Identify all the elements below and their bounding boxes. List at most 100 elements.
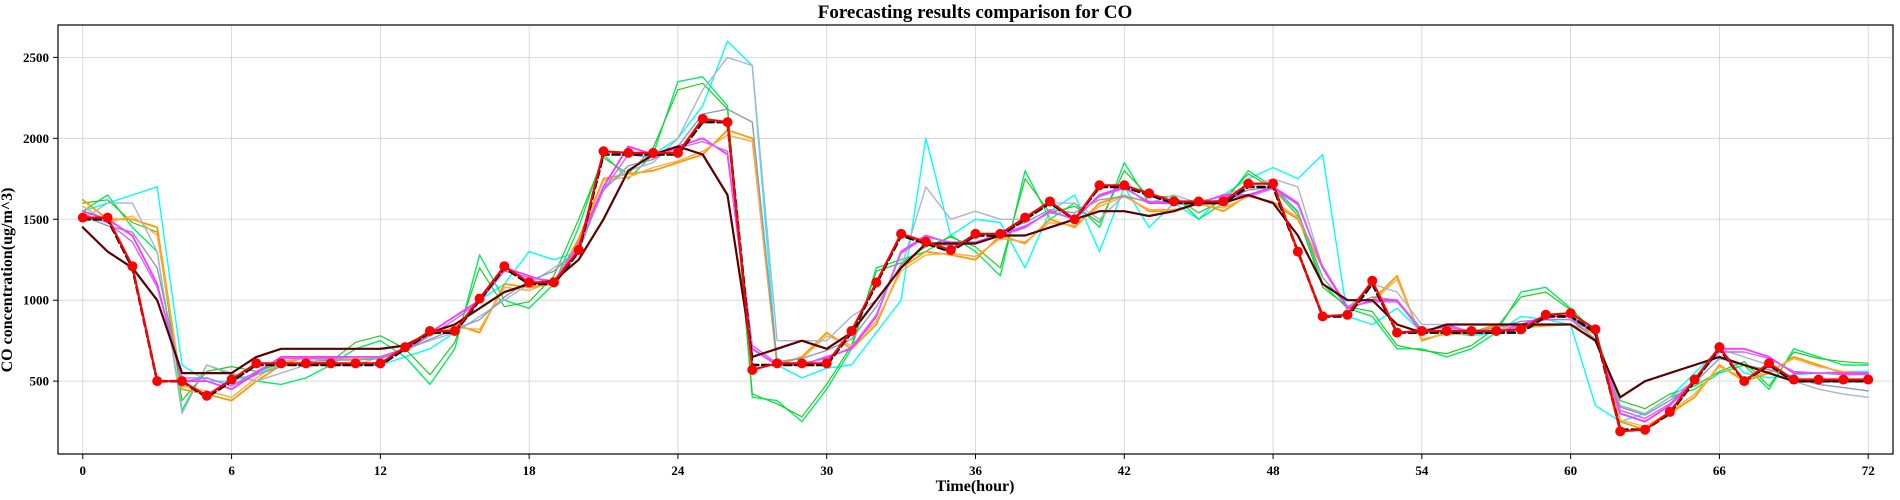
data-point-marker — [1565, 308, 1576, 319]
data-point-marker — [1317, 311, 1328, 322]
data-point-marker — [1664, 406, 1675, 417]
data-point-marker — [1764, 358, 1775, 369]
data-point-marker — [251, 358, 262, 369]
data-point-marker — [1094, 180, 1105, 191]
data-point-marker — [1168, 196, 1179, 207]
data-point-marker — [1788, 374, 1799, 385]
data-point-marker — [548, 277, 559, 288]
data-point-marker — [375, 358, 386, 369]
x-tick-label: 66 — [1713, 463, 1727, 478]
data-point-marker — [276, 358, 287, 369]
data-point-marker — [598, 146, 609, 157]
data-point-marker — [1813, 374, 1824, 385]
data-point-marker — [896, 228, 907, 239]
data-point-marker — [1640, 424, 1651, 435]
y-tick-label: 1500 — [23, 212, 49, 227]
data-point-marker — [1491, 325, 1502, 336]
data-point-marker — [1863, 374, 1874, 385]
data-point-marker — [152, 376, 163, 387]
data-point-marker — [623, 147, 634, 158]
data-point-marker — [796, 358, 807, 369]
data-point-marker — [499, 261, 510, 272]
x-tick-label: 0 — [80, 463, 87, 478]
data-point-marker — [1193, 196, 1204, 207]
data-point-marker — [722, 117, 733, 128]
marker-layer — [77, 113, 1874, 437]
data-point-marker — [1516, 324, 1527, 335]
data-point-marker — [1540, 309, 1551, 320]
data-point-marker — [1243, 178, 1254, 189]
data-point-marker — [772, 358, 783, 369]
data-point-marker — [1838, 374, 1849, 385]
data-point-marker — [1044, 196, 1055, 207]
data-point-marker — [697, 113, 708, 124]
data-point-marker — [573, 245, 584, 256]
x-tick-label: 48 — [1267, 463, 1281, 478]
data-point-marker — [747, 364, 758, 375]
y-tick-label: 2500 — [23, 50, 49, 65]
data-point-marker — [1292, 246, 1303, 257]
y-tick-label: 2000 — [23, 131, 49, 146]
x-tick-label: 54 — [1415, 463, 1429, 478]
x-axis-label: Time(hour) — [936, 478, 1015, 495]
data-point-marker — [1342, 309, 1353, 320]
data-point-marker — [424, 325, 435, 336]
ticks: 0 6 12 18 24 30 36 42 48 54 60 66 72 500 1000 1500 2000 2… — [23, 50, 1875, 478]
data-point-marker — [77, 212, 88, 223]
data-point-marker — [201, 390, 212, 401]
x-tick-label: 18 — [523, 463, 537, 478]
data-point-marker — [449, 325, 460, 336]
data-point-marker — [350, 358, 361, 369]
data-point-marker — [1590, 324, 1601, 335]
data-point-marker — [176, 376, 187, 387]
data-point-marker — [102, 212, 113, 223]
data-point-marker — [871, 277, 882, 288]
y-tick-label: 1000 — [23, 293, 49, 308]
data-point-marker — [325, 358, 336, 369]
data-point-marker — [400, 342, 411, 353]
data-point-marker — [1069, 214, 1080, 225]
series-line-9 — [82, 140, 1869, 420]
x-tick-label: 24 — [671, 463, 685, 478]
data-point-marker — [1218, 196, 1229, 207]
series-line-10 — [81, 145, 1870, 399]
data-point-marker — [226, 374, 237, 385]
data-point-marker — [970, 228, 981, 239]
data-point-marker — [821, 358, 832, 369]
y-axis-label: CO concentration(ug/m^3) — [0, 188, 16, 373]
data-point-marker — [920, 236, 931, 247]
data-point-marker — [945, 245, 956, 256]
y-tick-label: 500 — [30, 374, 50, 389]
x-tick-label: 72 — [1862, 463, 1875, 478]
data-point-marker — [846, 325, 857, 336]
data-point-marker — [995, 228, 1006, 239]
x-tick-label: 6 — [228, 463, 235, 478]
data-point-marker — [1144, 188, 1155, 199]
data-point-marker — [474, 293, 485, 304]
data-point-marker — [1615, 426, 1626, 437]
data-point-marker — [1739, 376, 1750, 387]
grid — [58, 25, 1893, 454]
data-point-marker — [1714, 342, 1725, 353]
data-point-marker — [648, 147, 659, 158]
data-point-marker — [1466, 325, 1477, 336]
chart-title: Forecasting results comparison for CO — [818, 2, 1133, 23]
data-point-marker — [1416, 325, 1427, 336]
x-tick-label: 42 — [1118, 463, 1131, 478]
data-point-marker — [300, 358, 311, 369]
x-tick-label: 12 — [374, 463, 387, 478]
data-point-marker — [672, 147, 683, 158]
data-point-marker — [127, 261, 138, 272]
data-point-marker — [1441, 325, 1452, 336]
data-point-marker — [1367, 275, 1378, 286]
data-point-marker — [524, 277, 535, 288]
x-tick-label: 30 — [820, 463, 833, 478]
data-point-marker — [1689, 374, 1700, 385]
data-point-marker — [1020, 212, 1031, 223]
data-point-marker — [1268, 178, 1279, 189]
data-point-marker — [1392, 327, 1403, 338]
x-tick-label: 36 — [969, 463, 983, 478]
data-point-marker — [1119, 180, 1130, 191]
x-tick-label: 60 — [1564, 463, 1577, 478]
